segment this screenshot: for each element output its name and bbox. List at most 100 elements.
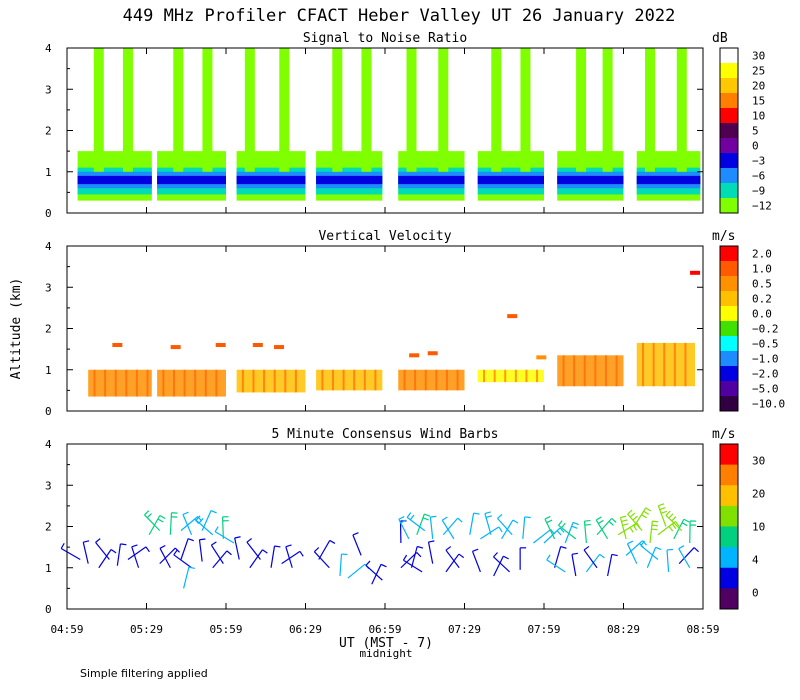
colorbar-swatch	[720, 183, 738, 199]
velocity-stripe	[493, 369, 496, 383]
wind-barb-flag	[584, 519, 591, 522]
wind-barb	[410, 545, 424, 568]
plot-area	[77, 48, 701, 201]
wind-barb-flag	[95, 538, 101, 543]
colorbar-tick-label: 5	[752, 125, 759, 138]
wind-barb-flag	[560, 546, 567, 549]
wind-barb-flag	[226, 550, 232, 556]
colorbar-tick-label: 20	[752, 80, 765, 93]
velocity-stripe	[504, 369, 507, 383]
wind-barb	[398, 516, 410, 540]
velocity-dash	[215, 343, 226, 347]
velocity-stripe	[525, 369, 528, 383]
wind-barb-staff	[182, 514, 193, 535]
wind-barb	[365, 560, 383, 581]
wind-barb	[169, 512, 178, 535]
x-tick-label: 07:59	[527, 623, 560, 636]
wind-barb-staff	[493, 555, 504, 577]
wind-barb	[564, 521, 579, 544]
velocity-block	[557, 355, 624, 387]
colorbar-swatch	[720, 336, 738, 352]
wind-barb	[60, 543, 81, 561]
snr-column	[361, 48, 372, 172]
wind-barb-flag	[598, 519, 604, 524]
wind-barb	[595, 516, 609, 540]
colorbar-swatch	[720, 464, 738, 486]
velocity-stripe	[435, 369, 438, 391]
colorbar-tick-label: −12	[752, 200, 772, 213]
wind-barb	[678, 545, 691, 569]
wind-barb-flag	[285, 544, 292, 548]
wind-barb-flag	[693, 547, 699, 553]
colorbar-swatch	[720, 153, 738, 169]
wind-barb	[640, 540, 659, 560]
wind-barb-flag	[441, 516, 448, 521]
velocity-stripe	[445, 369, 448, 391]
panel-title: Signal to Noise Ratio	[303, 31, 467, 46]
snr-column	[279, 48, 290, 172]
wind-barb	[347, 563, 370, 579]
velocity-block	[157, 369, 226, 397]
wind-barb-staff	[214, 531, 235, 544]
y-tick-label: 1	[45, 364, 52, 377]
snr-column	[602, 48, 613, 172]
wind-barb-flag	[380, 563, 387, 568]
wind-barb-flag	[683, 518, 690, 523]
x-axis-note: midnight	[360, 647, 413, 660]
velocity-stripe	[403, 369, 406, 391]
velocity-stripe	[241, 369, 244, 393]
panel-1: Signal to Noise Ratio 0 1 2 3 4 dB 30 25 20 15 10 5 0…	[45, 31, 772, 220]
snr-column	[122, 48, 133, 172]
colorbar-tick-label: −10.0	[752, 398, 785, 411]
colorbar-tick-label: −9	[752, 185, 765, 198]
wind-barb	[649, 520, 659, 544]
wind-barb	[571, 552, 578, 577]
wind-barb-staff	[285, 546, 293, 568]
velocity-stripe	[573, 355, 576, 387]
colorbar-swatch	[720, 198, 738, 214]
wind-barb-staff	[159, 548, 171, 569]
wind-barb-staff	[595, 519, 609, 540]
wind-barb-staff	[678, 547, 695, 565]
velocity-stripe	[194, 369, 197, 397]
wind-barb-staff	[617, 522, 638, 536]
wind-barb	[270, 545, 281, 568]
wind-barb-flag	[608, 520, 614, 526]
velocity-stripe	[332, 369, 334, 391]
snr-column	[491, 48, 502, 172]
wind-barb	[400, 552, 422, 569]
colorbar-tick-label: −1.0	[752, 353, 779, 366]
wind-barb-flag	[583, 545, 590, 551]
wind-barb	[249, 549, 268, 569]
velocity-stripe	[652, 342, 655, 387]
wind-barb	[221, 516, 229, 539]
wind-barb-flag	[544, 515, 551, 520]
wind-barb	[522, 516, 531, 539]
velocity-stripe	[594, 355, 597, 387]
wind-barb-staff	[365, 564, 383, 581]
velocity-stripe	[321, 369, 324, 391]
wind-barb-flag	[498, 526, 503, 533]
wind-barb-flag	[187, 538, 194, 542]
wind-barb-flag	[352, 532, 359, 536]
velocity-dash	[170, 345, 181, 350]
wind-barb	[82, 540, 90, 564]
wind-barb-flag	[146, 513, 152, 519]
wind-barb-flag	[299, 550, 304, 557]
velocity-stripe	[483, 369, 486, 383]
wind-barb	[484, 511, 492, 535]
wind-barb-flag	[546, 519, 553, 524]
wind-barb-flag	[400, 519, 407, 524]
velocity-block	[477, 369, 544, 383]
wind-barb-flag	[182, 511, 189, 516]
wind-barb	[98, 549, 117, 569]
wind-barb-flag	[60, 543, 65, 549]
wind-barb-flag	[457, 517, 463, 523]
wind-barb	[182, 511, 193, 535]
velocity-stripe	[263, 369, 266, 393]
wind-barb-staff	[544, 518, 556, 540]
x-axis-label: UT (MST - 7)	[339, 636, 433, 651]
wind-barb-flag	[262, 549, 268, 554]
colorbar-swatch	[720, 246, 738, 262]
wind-barb	[519, 547, 527, 570]
